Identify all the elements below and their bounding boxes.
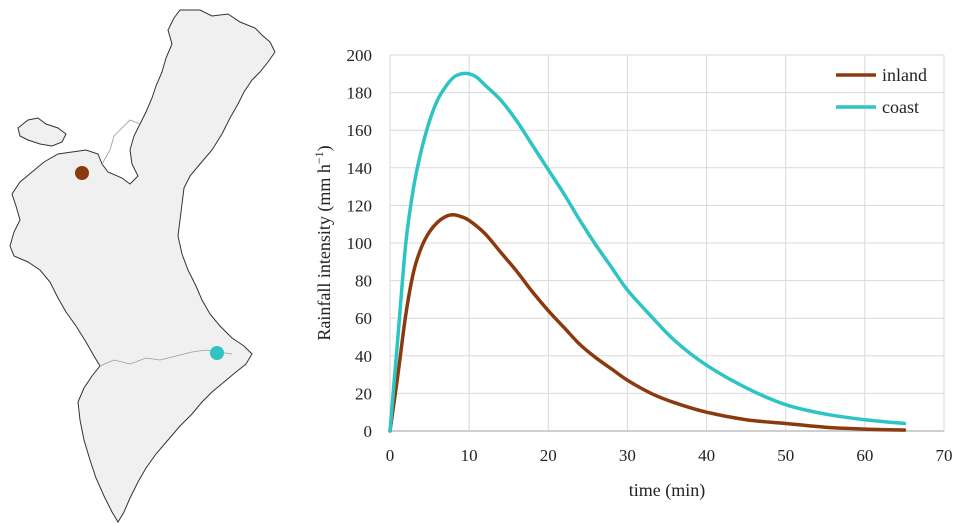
y-tick-label: 160 (347, 121, 373, 140)
y-axis-title-end: ) (314, 145, 335, 151)
map-island (17, 117, 67, 147)
x-tick-label: 40 (698, 446, 715, 465)
y-tick-label: 200 (347, 46, 373, 65)
y-tick-label: 40 (355, 347, 372, 366)
x-tick-label: 50 (777, 446, 794, 465)
series-lines (388, 71, 907, 433)
x-tick-label: 30 (619, 446, 636, 465)
y-axis-title-superscript: −1 (312, 151, 326, 164)
x-tick-labels: 0 10 20 30 40 50 60 70 (386, 446, 953, 465)
x-tick-label: 10 (461, 446, 478, 465)
legend-label-inland: inland (882, 65, 927, 85)
coast-location-marker (210, 346, 224, 360)
map-outline (9, 9, 276, 523)
y-tick-label: 100 (347, 234, 373, 253)
x-tick-label: 70 (936, 446, 953, 465)
region-map (9, 9, 276, 523)
x-tick-label: 20 (540, 446, 557, 465)
series-line-coast (388, 71, 907, 433)
x-axis-title: time (min) (629, 480, 705, 501)
y-tick-label: 0 (364, 422, 373, 441)
y-axis-title: Rainfall intensity (mm h−1) (312, 145, 335, 340)
legend: inland coast (836, 65, 927, 117)
x-tick-label: 60 (856, 446, 873, 465)
y-axis-title-main: Rainfall intensity (mm h (314, 164, 335, 340)
y-tick-label: 20 (355, 384, 372, 403)
chart-grid (389, 54, 945, 431)
y-tick-label: 180 (347, 84, 373, 103)
legend-label-coast: coast (882, 97, 919, 117)
y-tick-label: 60 (355, 309, 372, 328)
map-border (101, 119, 141, 165)
x-tick-label: 0 (386, 446, 395, 465)
y-tick-labels: 0 20 40 60 80 100 120 140 160 180 200 (347, 46, 373, 441)
inland-location-marker (75, 166, 89, 180)
series-line-inland (388, 213, 907, 433)
y-tick-label: 140 (347, 159, 373, 178)
chart: 0 10 20 30 40 50 60 70 0 20 40 60 80 100 120 140 160 180… (312, 46, 953, 501)
y-tick-label: 120 (347, 196, 373, 215)
y-tick-label: 80 (355, 272, 372, 291)
